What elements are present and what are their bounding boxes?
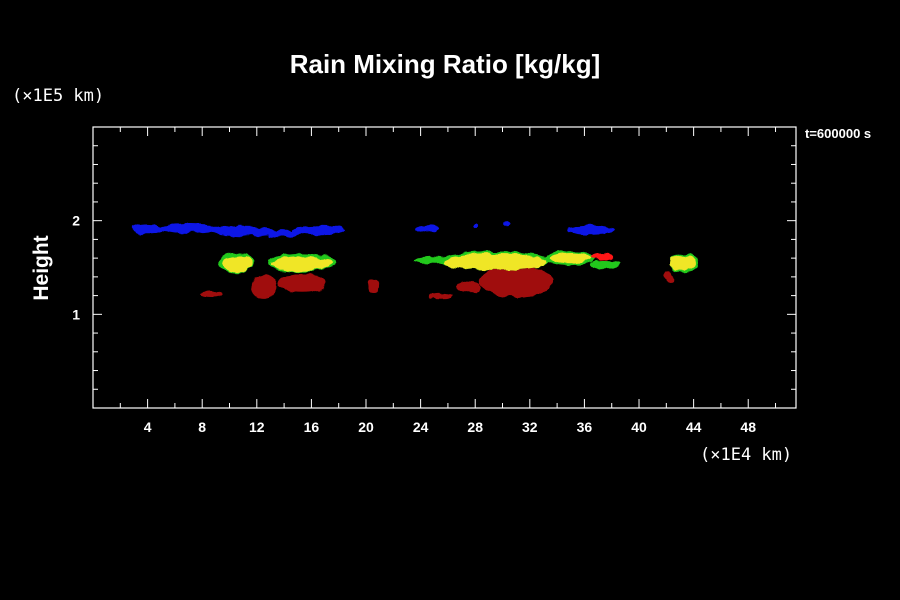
field-region-dark: [664, 271, 674, 283]
y-unit-label: (×1E5 km): [12, 86, 104, 106]
x-axis: 4 8 12 16 20 24 28 32 36 40 44 48: [119, 127, 777, 435]
y-tick-label: 2: [72, 213, 80, 229]
field-region-peak: [591, 252, 614, 260]
field-region-low: [415, 225, 440, 233]
x-tick-label: 32: [522, 419, 538, 435]
field-region-high: [271, 256, 332, 272]
x-tick-label: 12: [249, 419, 265, 435]
field-region-high: [443, 253, 548, 271]
x-tick-label: 48: [740, 419, 756, 435]
x-unit-label: (×1E4 km): [700, 445, 792, 465]
field-region-high: [222, 256, 253, 272]
x-tick-label: 4: [144, 419, 152, 435]
x-tick-label: 40: [631, 419, 647, 435]
field-region-low: [290, 225, 346, 235]
field-region-low: [131, 224, 165, 234]
x-tick-label: 16: [304, 419, 320, 435]
time-label: t=600000 s: [805, 126, 871, 141]
field-region-low: [158, 223, 219, 233]
field-data: [131, 222, 700, 300]
field-region-high: [550, 252, 592, 264]
field-region-low: [210, 226, 276, 236]
field-region-dark: [479, 265, 554, 298]
field-region-high: [669, 255, 697, 271]
field-region-low: [503, 222, 510, 227]
y-axis: 12: [72, 145, 796, 390]
field-region-dark: [277, 274, 327, 293]
field-region-dark: [251, 274, 276, 299]
y-axis-label: Height: [30, 235, 53, 300]
plot-frame: [92, 126, 797, 409]
field-region-low: [471, 224, 479, 230]
chart-title: Rain Mixing Ratio [kg/kg]: [290, 49, 601, 79]
field-region-low: [267, 230, 301, 238]
field-region-dark: [430, 293, 452, 300]
x-tick-label: 20: [358, 419, 374, 435]
field-region-mid: [589, 260, 620, 270]
x-tick-label: 44: [686, 419, 702, 435]
x-tick-label: 28: [467, 419, 483, 435]
field-region-dark: [456, 281, 481, 293]
field-region-dark: [199, 290, 222, 297]
field-region-low: [568, 225, 615, 235]
y-tick-label: 1: [72, 306, 80, 322]
x-tick-label: 36: [577, 419, 593, 435]
field-region-dark: [368, 277, 380, 291]
x-tick-label: 24: [413, 419, 429, 435]
x-tick-label: 8: [198, 419, 206, 435]
